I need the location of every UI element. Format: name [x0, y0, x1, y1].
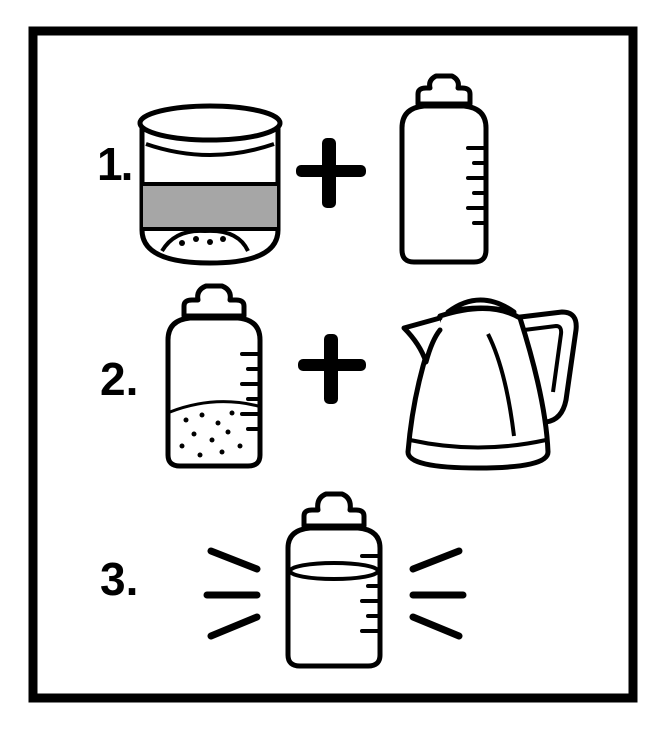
- kettle-icon: [401, 297, 579, 471]
- baby-bottle-icon: [285, 491, 383, 669]
- powder-specks: [179, 410, 243, 458]
- step-2-label: 2.: [100, 353, 139, 405]
- plus-icon: [296, 138, 366, 208]
- baby-bottle-icon: [399, 73, 489, 265]
- step-3-label: 3.: [100, 553, 139, 605]
- formula-tin-icon: [137, 103, 283, 266]
- shake-lines-icon: [203, 547, 467, 640]
- frame-border: [28, 26, 638, 703]
- step-1-label: 1.: [97, 138, 133, 190]
- baby-bottle-icon: [165, 283, 263, 469]
- plus-icon: [298, 334, 366, 404]
